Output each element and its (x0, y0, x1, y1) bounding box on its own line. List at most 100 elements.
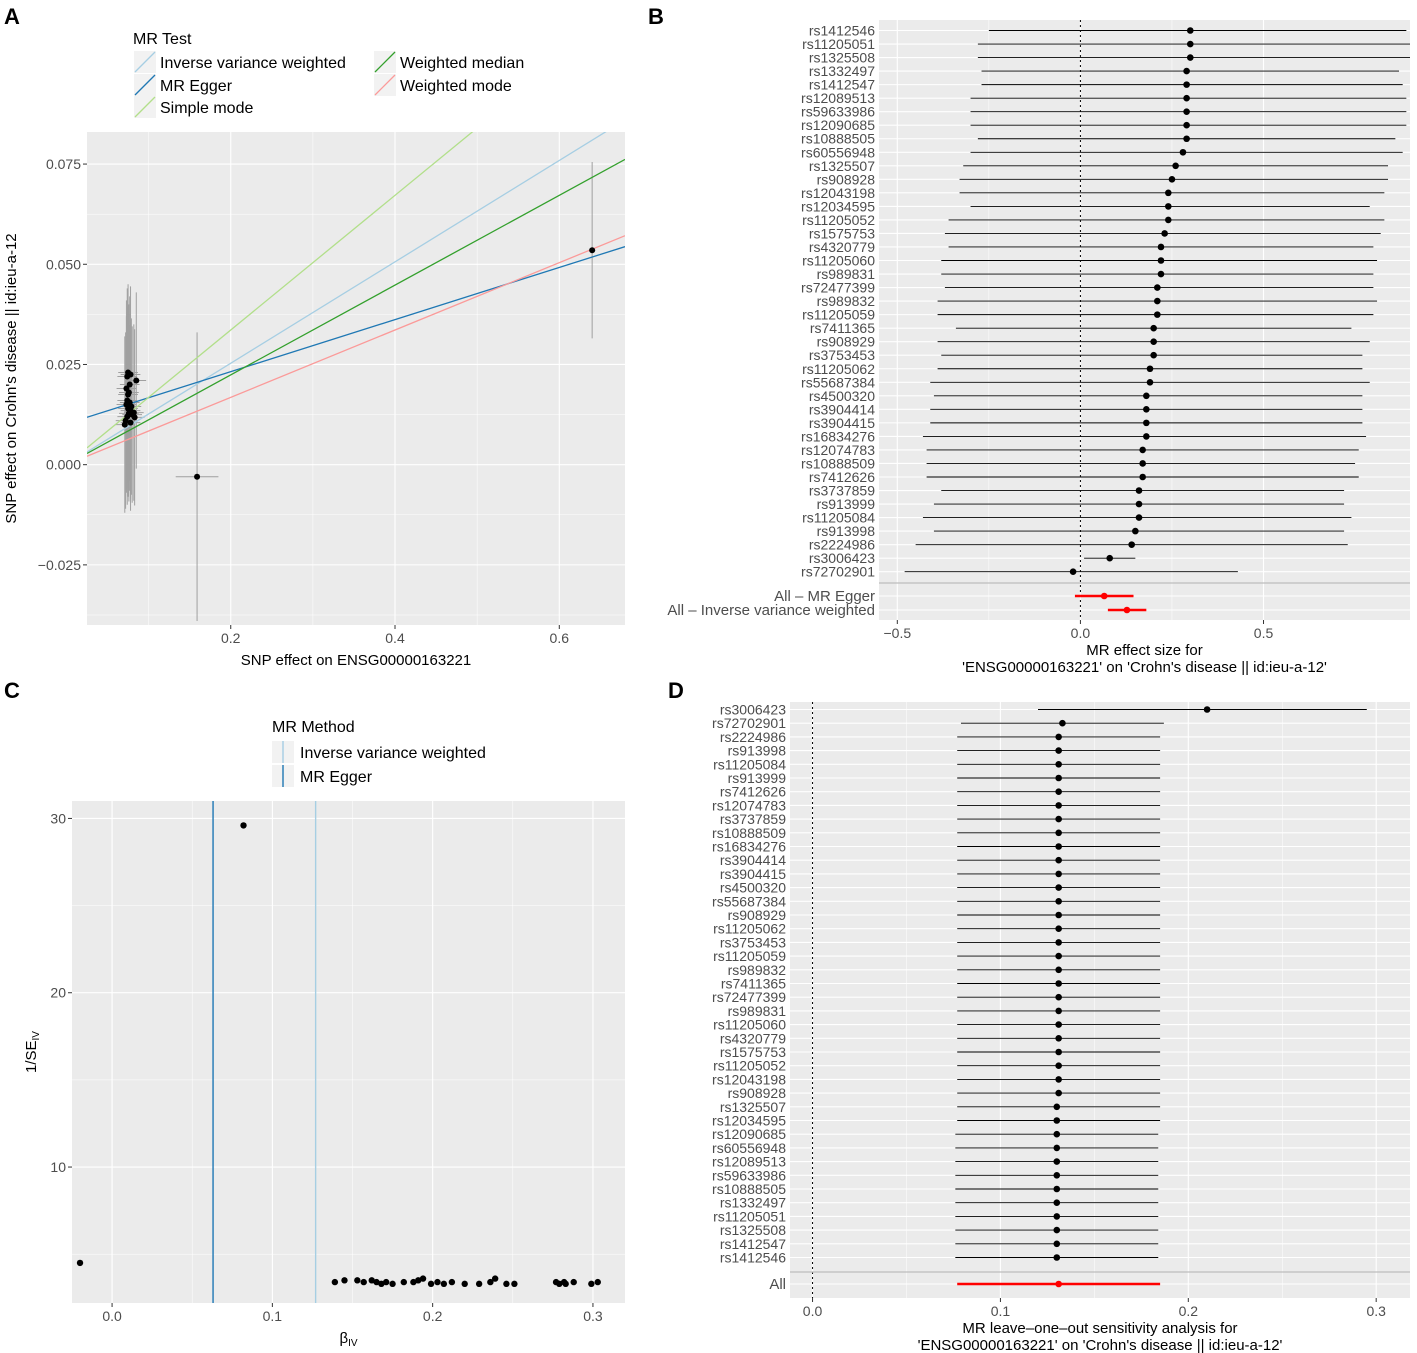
estimate-point (1154, 297, 1161, 305)
snp-label: rs989832 (817, 293, 876, 309)
estimate-point (1186, 40, 1194, 48)
x-axis-label: SNP effect on ENSG00000163221 (241, 652, 471, 669)
y-tick-label: 30 (50, 810, 66, 826)
estimate-point (1053, 1158, 1061, 1165)
estimate-point (1183, 94, 1190, 102)
snp-point (76, 1259, 84, 1267)
snp-label: rs12089513 (801, 90, 875, 106)
y-tick-label: 20 (50, 985, 66, 1001)
estimate-point (1055, 1076, 1062, 1083)
legend-label-weighted_mode: Weighted mode (400, 78, 512, 95)
x-tick-label: 0.0 (1071, 625, 1091, 641)
snp-label: rs72477399 (801, 280, 875, 296)
estimate-point (1055, 829, 1062, 837)
snp-label: rs7411365 (721, 976, 786, 992)
snp-label: rs1575753 (809, 225, 875, 241)
panel-b-forest: B−0.5 0.0 0.5rs1412546rs11205051rs1325508r… (648, 4, 1410, 676)
snp-point (331, 1278, 339, 1286)
estimate-point (1053, 1172, 1061, 1179)
snp-point (389, 1280, 396, 1288)
x-tick-label: 0.4 (385, 630, 405, 646)
panel-label: D (668, 678, 684, 703)
legend-key-weighted_mode (374, 74, 396, 96)
snp-point (427, 1280, 435, 1288)
estimate-point (1143, 419, 1150, 427)
y-tick-label: 0.050 (46, 256, 81, 272)
estimate-point (1055, 802, 1062, 809)
x-tick-label: 0.2 (1179, 1303, 1199, 1319)
snp-point (491, 1275, 499, 1282)
estimate-point (1172, 162, 1179, 170)
y-axis-label: 1/SEIV (23, 1031, 42, 1073)
estimate-point (1055, 966, 1062, 974)
estimate-point (1055, 952, 1062, 960)
snp-point (125, 391, 132, 398)
legend-key-ivw (134, 51, 156, 73)
snp-label: rs1412546 (720, 1250, 786, 1266)
estimate-point (1055, 761, 1062, 768)
snp-label: rs11205084 (802, 510, 875, 526)
estimate-point (1053, 1213, 1061, 1220)
snp-point (419, 1275, 427, 1282)
y-tick-label: 0.075 (46, 156, 81, 172)
snp-label: rs12074783 (801, 442, 875, 458)
snp-label: rs72702901 (801, 564, 875, 580)
snp-point (400, 1278, 407, 1286)
panel-label-a: A (4, 4, 20, 29)
x-tick-label: 0.3 (1366, 1303, 1386, 1319)
overall-label: All – Inverse variance weighted (667, 602, 875, 619)
estimate-point (1055, 815, 1062, 823)
plot-background (879, 20, 1410, 620)
estimate-point (1186, 54, 1194, 61)
snp-label: rs11205059 (802, 307, 875, 323)
snp-point (415, 1277, 422, 1284)
snp-label: rs913999 (728, 770, 787, 786)
legend-title: MR Method (272, 719, 355, 736)
estimate-point (1132, 527, 1139, 535)
estimate-point (1154, 284, 1161, 291)
snp-label: rs10888509 (801, 455, 875, 471)
estimate-point (1150, 351, 1157, 359)
snp-label: rs11205060 (802, 253, 875, 269)
x-tick-label: 0.2 (423, 1308, 443, 1324)
x-axis-label: βIV (339, 1330, 357, 1349)
snp-label: rs989831 (817, 266, 876, 282)
snp-label: rs12043198 (801, 185, 875, 201)
snp-label: rs1575753 (720, 1044, 786, 1060)
snp-label: rs55687384 (712, 893, 786, 909)
estimate-point (1055, 993, 1062, 1001)
estimate-point (1053, 1240, 1061, 1248)
snp-label: rs1412547 (720, 1236, 786, 1252)
panel-d-leave-one-out: D 0.0 0.1 0.2 0.3 rs3006423rs72702901rs222498… (668, 678, 1410, 1353)
snp-point (124, 373, 131, 380)
legend-key-weighted_median (374, 51, 396, 73)
snp-label: rs4500320 (720, 880, 786, 896)
estimate-point (1139, 446, 1146, 454)
snp-point (373, 1278, 380, 1286)
estimate-point (1183, 81, 1190, 88)
overall-label: All – MR Egger (774, 588, 875, 605)
estimate-point (1055, 884, 1062, 891)
snp-point (588, 1280, 595, 1288)
estimate-point (1055, 1035, 1062, 1042)
plot-background (87, 132, 625, 625)
estimate-point (1053, 1130, 1061, 1138)
snp-label: rs3737859 (809, 483, 875, 499)
snp-label: rs908928 (728, 1085, 787, 1101)
estimate-point (1055, 925, 1062, 932)
estimate-point (1053, 1103, 1061, 1111)
legend-key-egger (134, 74, 156, 96)
estimate-point (1055, 1062, 1062, 1069)
snp-label: rs908929 (817, 334, 876, 350)
snp-point (562, 1280, 569, 1288)
y-tick-label: 0.025 (46, 356, 81, 372)
snp-point (440, 1280, 448, 1288)
snp-label: rs11205084 (713, 756, 786, 772)
estimate-point (1053, 1117, 1061, 1124)
snp-label: rs3737859 (720, 811, 786, 827)
x-axis-subscript: IV (348, 1338, 358, 1349)
legend-label-egger: MR Egger (160, 78, 233, 95)
snp-point (354, 1277, 361, 1284)
snp-label: rs3904415 (809, 415, 875, 431)
estimate-point (1146, 378, 1154, 386)
